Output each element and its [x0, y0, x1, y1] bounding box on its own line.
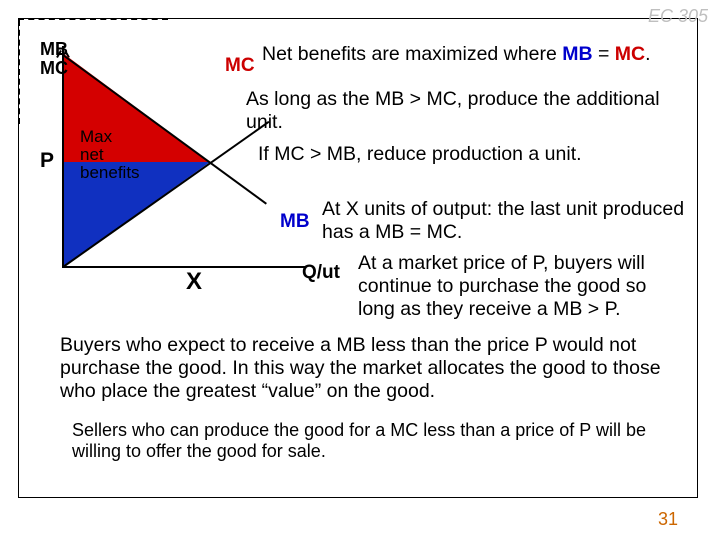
text-line1: Net benefits are maximized where MB = MC…: [262, 43, 692, 66]
text-para2: Sellers who can produce the good for a M…: [72, 420, 672, 462]
text-line3: If MC > MB, reduce production a unit.: [258, 143, 698, 166]
page-number: 31: [658, 509, 678, 530]
course-badge: EC 305: [648, 6, 708, 27]
l1-mb: MB: [562, 43, 592, 65]
l1a: Net benefits are maximized where: [262, 43, 562, 65]
mb-curve-label: MB: [280, 211, 310, 233]
l1-mc: MC: [615, 43, 645, 65]
text-line5: At a market price of P, buyers will cont…: [358, 252, 688, 321]
l1-end: .: [645, 43, 650, 65]
x-axis-q-label: Q/ut: [302, 262, 340, 284]
l1-eq: =: [593, 43, 615, 65]
text-para1: Buyers who expect to receive a MB less t…: [60, 334, 670, 403]
mc-curve-label: MC: [225, 55, 255, 77]
text-line4: At X units of output: the last unit prod…: [322, 198, 692, 244]
text-line2: As long as the MB > MC, produce the addi…: [246, 88, 676, 134]
slide: EC 305 MB MC P Max net benefits: [0, 0, 720, 540]
x-axis-x-label: X: [186, 268, 202, 296]
